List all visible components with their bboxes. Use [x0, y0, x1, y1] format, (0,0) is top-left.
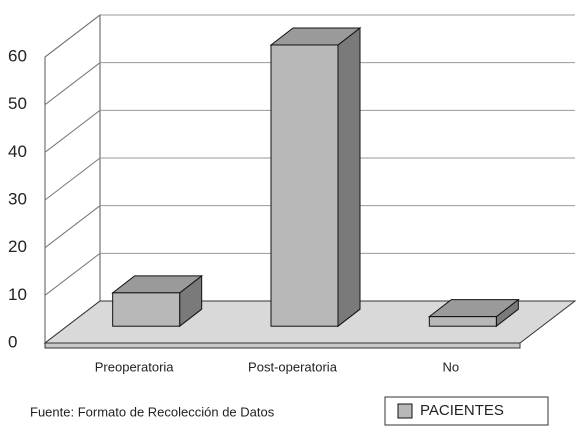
grid-line-side: [44, 62, 101, 106]
y-tick-label: 40: [8, 142, 27, 161]
legend-swatch: [397, 403, 413, 419]
grid-line-side: [44, 14, 101, 58]
bar-side: [337, 26, 361, 328]
grid-line-side: [44, 109, 101, 153]
y-tick-label: 10: [8, 285, 27, 304]
grid-line-side: [44, 157, 101, 201]
grid-line-side: [44, 252, 101, 296]
x-tick-label: Preoperatoria: [95, 359, 175, 374]
y-tick-label: 30: [8, 189, 27, 208]
legend-label: PACIENTES: [420, 402, 504, 419]
bar: [112, 292, 181, 327]
y-tick-label: 60: [8, 46, 27, 65]
bar: [270, 44, 339, 327]
y-tick-label: 50: [8, 94, 27, 113]
x-tick-label: No: [443, 359, 460, 374]
floor-edge: [44, 342, 521, 349]
source-note: Fuente: Formato de Recolección de Datos: [30, 404, 275, 419]
y-tick-label: 20: [8, 237, 27, 256]
bar: [428, 316, 497, 327]
x-tick-label: Post-operatoria: [248, 359, 338, 374]
y-tick-label: 0: [8, 332, 17, 351]
grid-line-side: [44, 205, 101, 249]
